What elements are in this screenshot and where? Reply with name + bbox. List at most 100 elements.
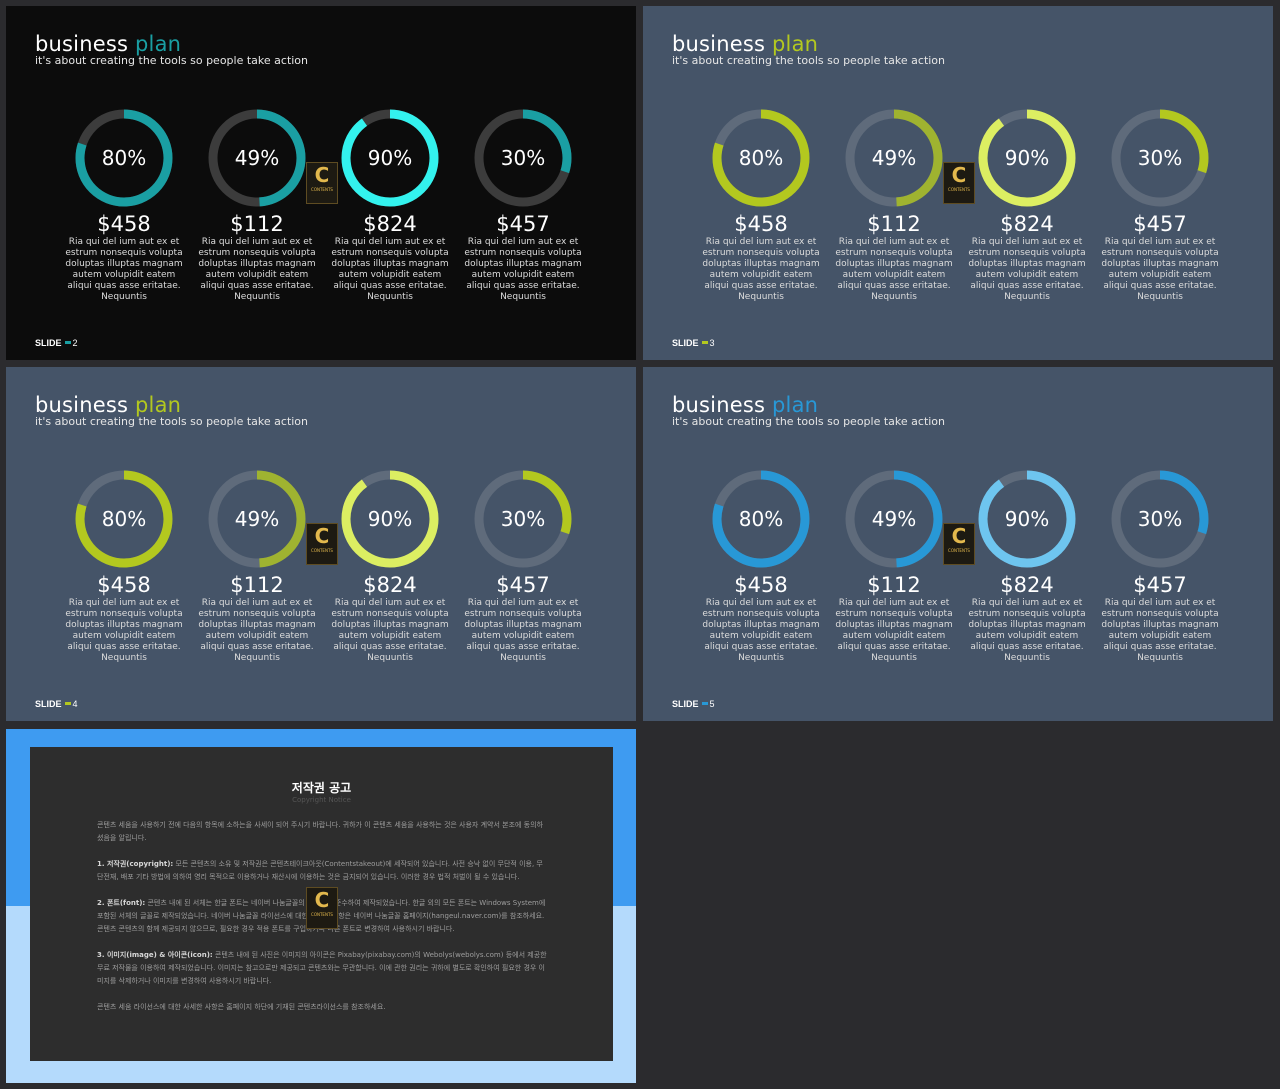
slide-title: business plan: [35, 32, 182, 56]
item-description: Ria qui del ium aut ex et estrum nonsequ…: [968, 598, 1086, 663]
title-accent: plan: [135, 393, 182, 417]
donut-arc: [208, 109, 306, 207]
item-description: Ria qui del ium aut ex et estrum nonsequ…: [198, 598, 316, 663]
amount-value: $458: [734, 573, 788, 597]
donut-arc: [341, 470, 439, 568]
donut-chart: 80%: [72, 467, 176, 571]
item-description: Ria qui del ium aut ex et estrum nonsequ…: [65, 237, 183, 302]
notice-paragraph: 3. 이미지(image) & 아이콘(icon): 콘텐츠 내에 된 사진은 …: [97, 951, 547, 985]
slide-subtitle: it's about creating the tools so people …: [35, 415, 309, 428]
donut-chart: 80%: [709, 467, 813, 571]
item-description: Ria qui del ium aut ex et estrum nonsequ…: [968, 237, 1086, 302]
donut-chart: 49%: [842, 467, 946, 571]
donut-arc: [1111, 109, 1209, 207]
slide-subtitle: it's about creating the tools so people …: [672, 54, 946, 67]
donut-arc: [845, 109, 943, 207]
percent-label: 49%: [234, 507, 280, 531]
donut-arc: [75, 470, 173, 568]
slide-3: business plan it's about creating the to…: [643, 6, 1273, 360]
percent-label: 90%: [1004, 507, 1050, 531]
amount-value: $112: [230, 573, 284, 597]
stat-item: 80% $458 Ria qui del ium aut ex et estru…: [701, 467, 821, 664]
slide-number-label: SLIDE 4: [35, 699, 78, 709]
percent-label: 30%: [1137, 507, 1183, 531]
donut-svg: [75, 109, 173, 207]
percent-label: 49%: [871, 507, 917, 531]
notice-title: 저작권 공고: [291, 781, 352, 795]
donut-svg: [845, 470, 943, 568]
stat-item: 90% $824 Ria qui del ium aut ex et estru…: [330, 467, 450, 664]
donut-chart: 49%: [205, 106, 309, 210]
slide-number-label: SLIDE 5: [672, 699, 715, 709]
percent-label: 80%: [738, 507, 784, 531]
slide-bar: [64, 702, 71, 706]
slide-bar: [701, 341, 708, 345]
item-description: Ria qui del ium aut ex et estrum nonsequ…: [702, 598, 820, 663]
contents-logo: C CONTENTS: [306, 887, 338, 929]
donut-chart: 30%: [471, 467, 575, 571]
copyright-notice-panel: 저작권 공고 Copyright Notice 콘텐츠 세움을 사용하기 전에 …: [30, 747, 613, 1061]
amount-value: $824: [1000, 212, 1054, 236]
donut-arc: [208, 470, 306, 568]
item-description: Ria qui del ium aut ex et estrum nonsequ…: [464, 237, 582, 302]
donut-chart: 90%: [975, 106, 1079, 210]
contents-logo: C CONTENTS: [943, 523, 975, 565]
amount-value: $457: [1133, 573, 1187, 597]
stat-item: 30% $457 Ria qui del ium aut ex et estru…: [1100, 106, 1220, 303]
slide-4: business plan it's about creating the to…: [6, 367, 636, 721]
stat-item: 49% $112 Ria qui del ium aut ex et estru…: [197, 467, 317, 664]
stat-item: 49% $112 Ria qui del ium aut ex et estru…: [834, 467, 954, 664]
donut-svg: [75, 470, 173, 568]
notice-subtitle: Copyright Notice: [292, 796, 351, 804]
donut-svg: [341, 470, 439, 568]
donut-chart: 30%: [1108, 106, 1212, 210]
donut-arc: [75, 109, 173, 207]
donut-arc: [474, 109, 572, 207]
percent-label: 49%: [871, 146, 917, 170]
amount-value: $824: [1000, 573, 1054, 597]
donut-chart: 49%: [205, 467, 309, 571]
stat-item: 30% $457 Ria qui del ium aut ex et estru…: [463, 106, 583, 303]
item-description: Ria qui del ium aut ex et estrum nonsequ…: [331, 237, 449, 302]
amount-value: $824: [363, 212, 417, 236]
percent-label: 80%: [738, 146, 784, 170]
stat-columns: 80% $458 Ria qui del ium aut ex et estru…: [6, 106, 636, 326]
item-description: Ria qui del ium aut ex et estrum nonsequ…: [835, 598, 953, 663]
notice-paragraph: 콘텐츠 세움을 사용하기 전에 다음의 항목에 소하는을 사세이 되어 주시기 …: [97, 821, 544, 842]
donut-svg: [341, 109, 439, 207]
stat-item: 80% $458 Ria qui del ium aut ex et estru…: [64, 106, 184, 303]
contents-logo: C CONTENTS: [306, 523, 338, 565]
slide-2: business plan it's about creating the to…: [6, 6, 636, 360]
stat-item: 49% $112 Ria qui del ium aut ex et estru…: [197, 106, 317, 303]
percent-label: 90%: [367, 507, 413, 531]
amount-value: $457: [1133, 212, 1187, 236]
slide-number-label: SLIDE 3: [672, 338, 715, 348]
item-description: Ria qui del ium aut ex et estrum nonsequ…: [331, 598, 449, 663]
stat-item: 90% $824 Ria qui del ium aut ex et estru…: [330, 106, 450, 303]
donut-chart: 30%: [471, 106, 575, 210]
item-description: Ria qui del ium aut ex et estrum nonsequ…: [65, 598, 183, 663]
donut-arc: [845, 470, 943, 568]
title-accent: plan: [772, 393, 819, 417]
percent-label: 80%: [101, 146, 147, 170]
donut-svg: [978, 109, 1076, 207]
amount-value: $112: [867, 573, 921, 597]
donut-svg: [712, 470, 810, 568]
amount-value: $112: [867, 212, 921, 236]
donut-chart: 80%: [72, 106, 176, 210]
stat-item: 80% $458 Ria qui del ium aut ex et estru…: [64, 467, 184, 664]
percent-label: 49%: [234, 146, 280, 170]
stat-item: 30% $457 Ria qui del ium aut ex et estru…: [1100, 467, 1220, 664]
donut-arc: [474, 470, 572, 568]
donut-chart: 30%: [1108, 467, 1212, 571]
donut-chart: 90%: [975, 467, 1079, 571]
donut-arc: [712, 109, 810, 207]
percent-label: 30%: [1137, 146, 1183, 170]
percent-label: 30%: [500, 507, 546, 531]
slide-number-label: SLIDE 2: [35, 338, 78, 348]
amount-value: $458: [734, 212, 788, 236]
slide-subtitle: it's about creating the tools so people …: [35, 54, 309, 67]
donut-chart: 80%: [709, 106, 813, 210]
stat-item: 49% $112 Ria qui del ium aut ex et estru…: [834, 106, 954, 303]
donut-svg: [712, 109, 810, 207]
